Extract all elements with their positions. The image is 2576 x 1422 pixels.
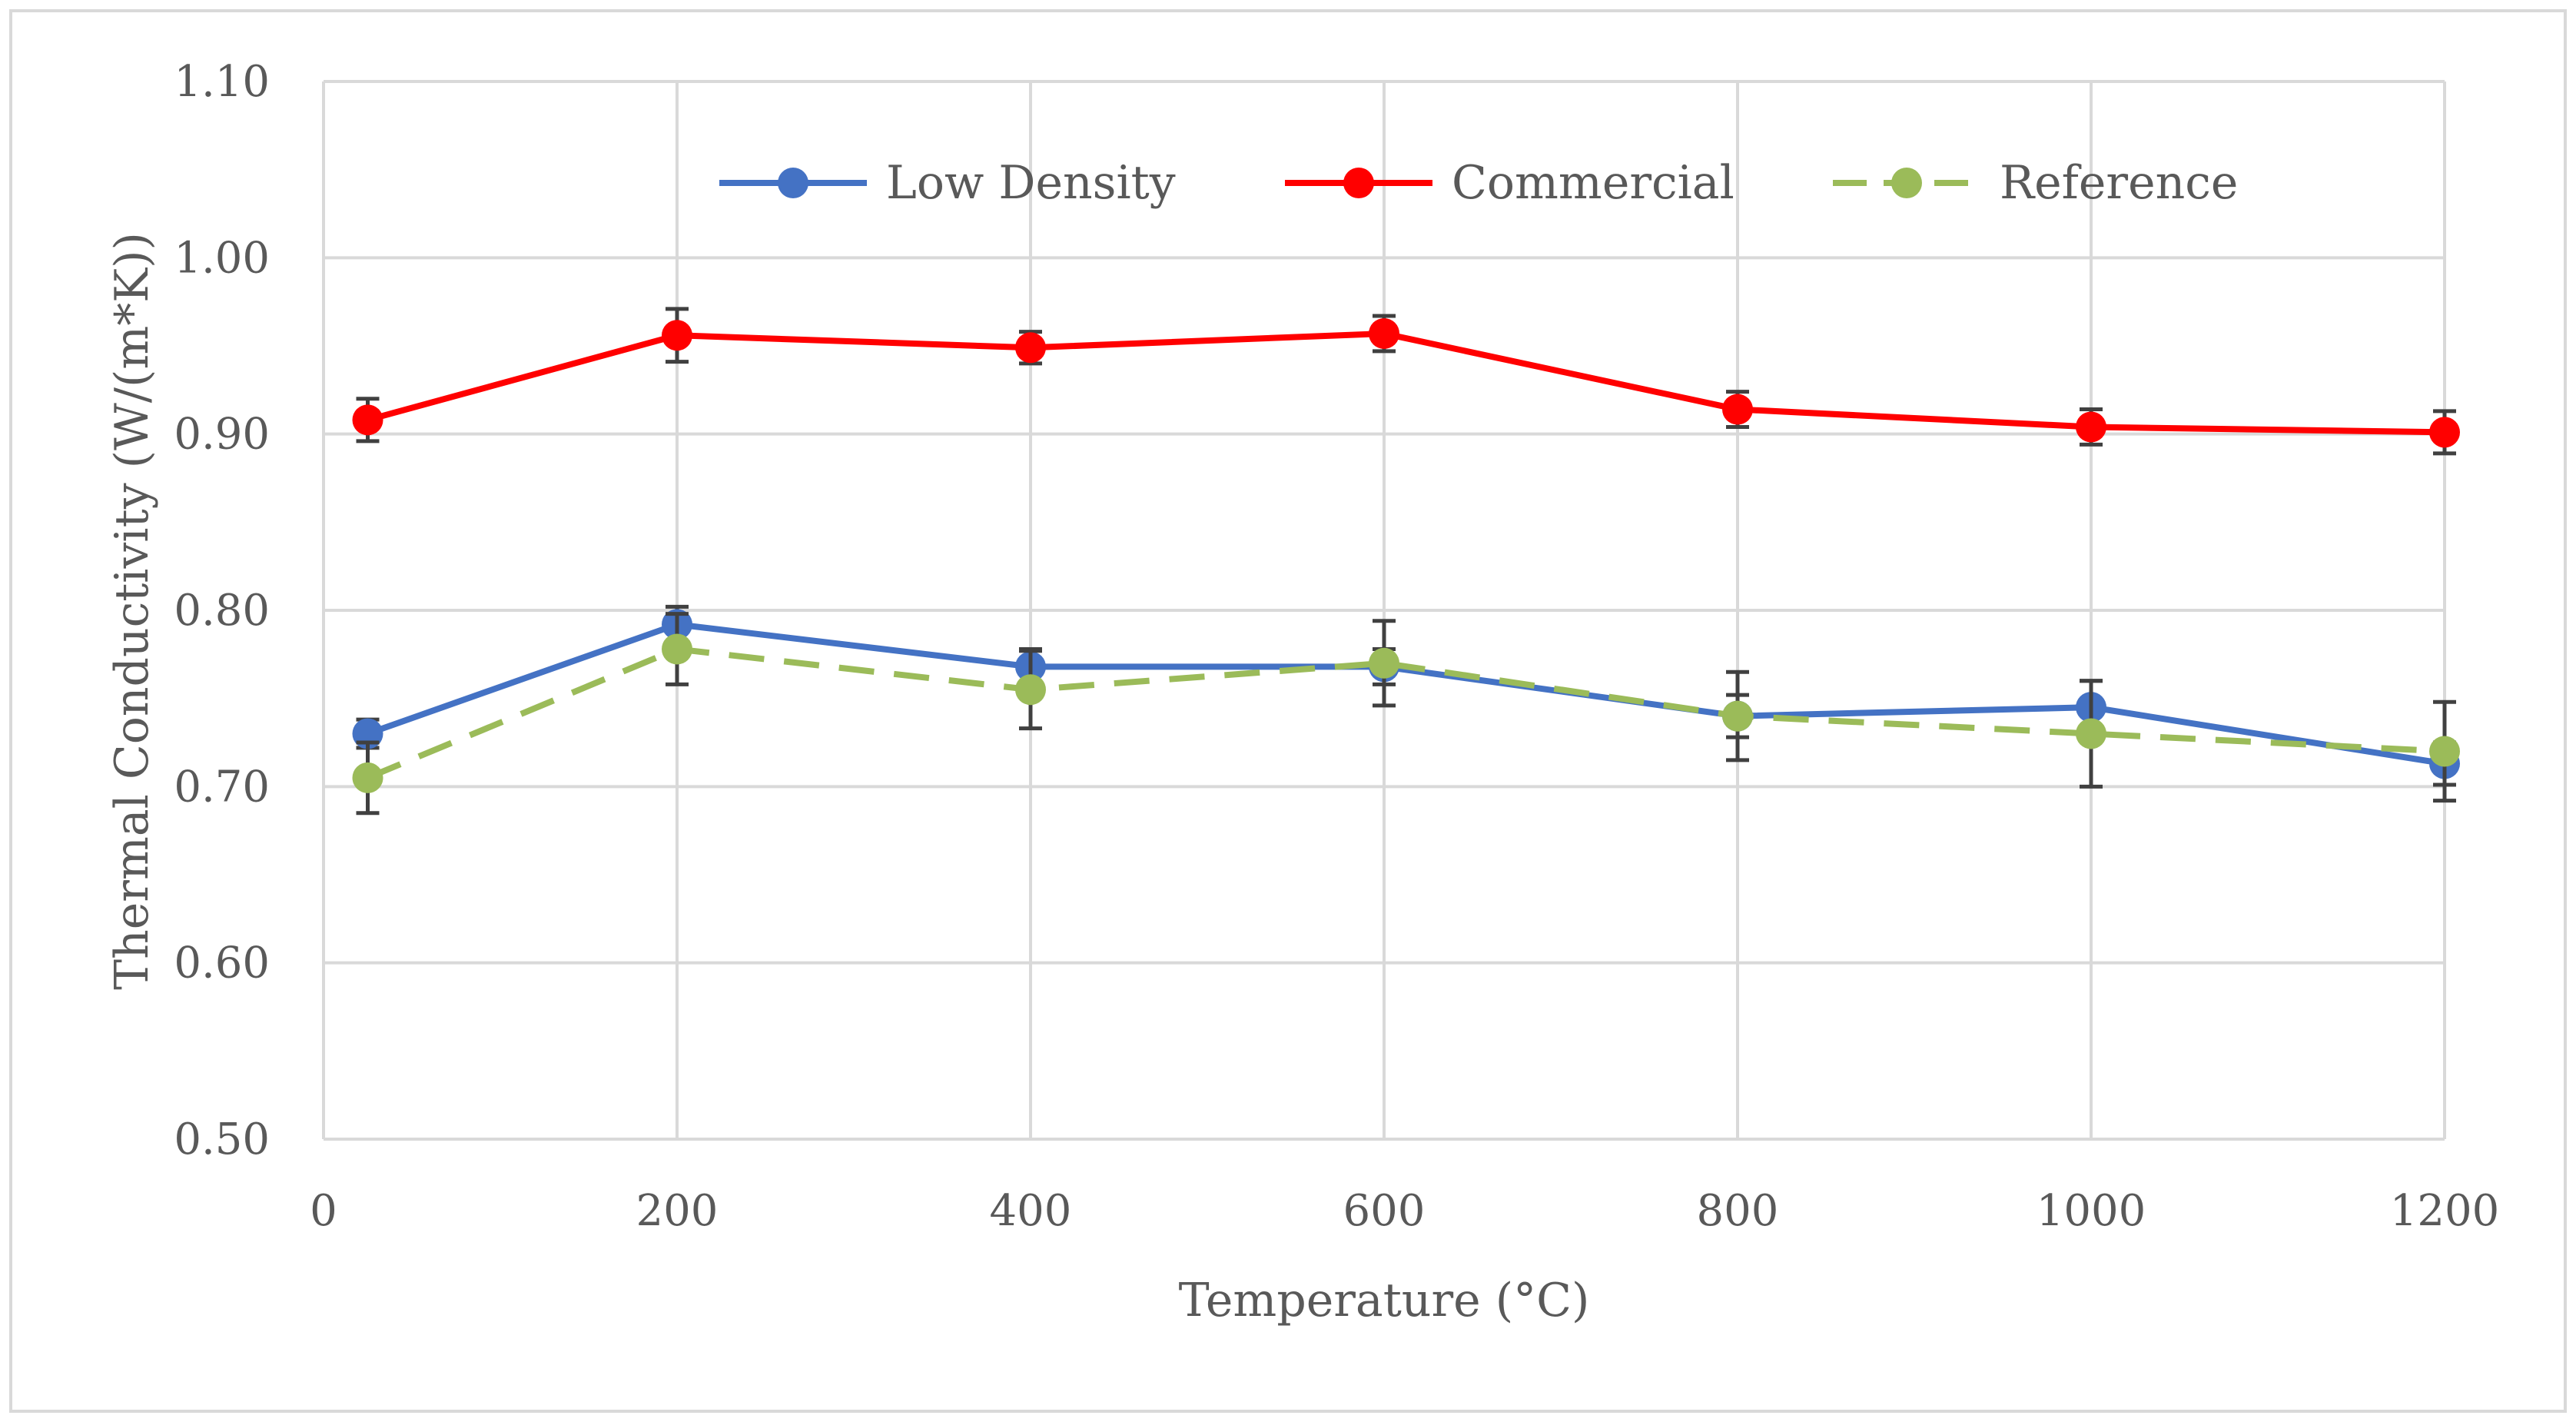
x-tick-label: 800	[1697, 1186, 1779, 1236]
legend-swatch-marker	[1343, 168, 1374, 198]
data-point	[2429, 417, 2460, 448]
data-point	[1369, 317, 1399, 349]
y-tick-label: 0.80	[174, 586, 270, 636]
data-point	[2429, 736, 2460, 767]
chart-frame	[9, 9, 2567, 1413]
legend-item-low-density: Low Density	[719, 156, 1176, 210]
x-tick-label: 1200	[2390, 1186, 2500, 1236]
x-tick-label: 200	[636, 1186, 719, 1236]
data-point	[1722, 394, 1753, 425]
data-point	[1722, 700, 1753, 732]
x-tick-label: 600	[1343, 1186, 1426, 1236]
x-axis-ticks: 0 200 400 600 800 1000 1200	[310, 1186, 2499, 1236]
y-tick-label: 0.70	[174, 762, 270, 812]
data-point	[2076, 718, 2106, 749]
data-point	[662, 320, 692, 351]
data-point	[2076, 411, 2106, 443]
y-tick-label: 1.00	[174, 233, 270, 283]
y-axis-title: Thermal Conductivity (W/(m*K))	[105, 232, 159, 990]
data-point	[662, 633, 692, 665]
data-point	[352, 762, 383, 793]
y-tick-label: 1.10	[174, 57, 270, 107]
y-axis-ticks: 0.50 0.60 0.70 0.80 0.90 1.00 1.10	[174, 57, 270, 1165]
series-group	[352, 307, 2460, 816]
legend-item-commercial: Commercial	[1285, 156, 1734, 210]
data-point	[1369, 647, 1399, 679]
series-commercial	[352, 307, 2460, 456]
legend-item-reference: Reference	[1833, 156, 2238, 210]
legend-swatch-marker	[1891, 168, 1922, 198]
legend-label: Commercial	[1452, 156, 1734, 210]
series-reference	[352, 612, 2460, 816]
data-point	[1015, 332, 1046, 364]
data-point	[352, 404, 383, 436]
data-point	[1015, 674, 1046, 706]
y-tick-label: 0.60	[174, 939, 270, 988]
y-tick-label: 0.90	[174, 410, 270, 460]
legend: Low Density Commercial Reference	[719, 156, 2238, 210]
grid	[322, 80, 2446, 1141]
x-tick-label: 1000	[2037, 1186, 2146, 1236]
x-tick-label: 400	[990, 1186, 1072, 1236]
x-axis-title: Temperature (°C)	[1179, 1274, 1590, 1327]
legend-label: Reference	[2000, 156, 2238, 210]
legend-swatch-marker	[778, 168, 808, 198]
legend-label: Low Density	[886, 156, 1176, 210]
x-tick-label: 0	[310, 1186, 337, 1236]
y-tick-label: 0.50	[174, 1115, 270, 1165]
